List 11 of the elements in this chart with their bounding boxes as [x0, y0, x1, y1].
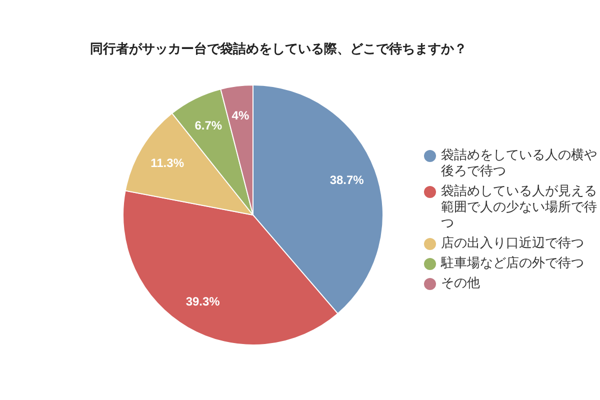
- legend-label: 袋詰めしている人が見える範囲で人の少ない場所で待つ: [441, 184, 598, 232]
- data-label: 4%: [232, 108, 250, 123]
- chart-title: 同行者がサッカー台で袋詰めをしている際、どこで待ちますか？: [90, 41, 467, 58]
- data-label: 38.7%: [330, 173, 364, 188]
- legend-label: 袋詰めをしている人の横や後ろで待つ: [441, 148, 598, 180]
- legend-label: 駐車場など店の外で待つ: [441, 256, 585, 272]
- legend-label: その他: [441, 276, 481, 292]
- data-label: 39.3%: [186, 294, 220, 309]
- data-label: 11.3%: [150, 156, 184, 170]
- legend-label: 店の出入り口近辺で待つ: [441, 236, 585, 252]
- data-label: 6.7%: [194, 118, 222, 132]
